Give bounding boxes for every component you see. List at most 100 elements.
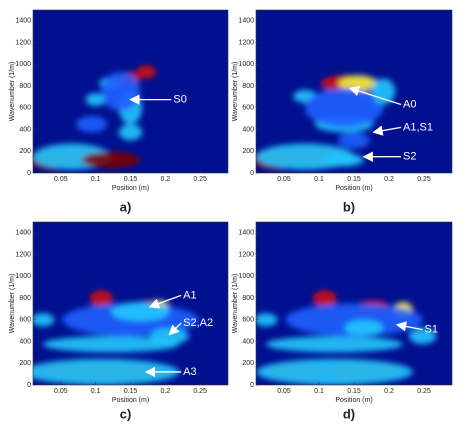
y-tick-label: 400	[19, 338, 31, 345]
x-tick-label: 0.2	[384, 388, 394, 395]
annotation: A1,S1	[403, 121, 433, 133]
annotation: A1	[183, 289, 196, 301]
heat-blob	[150, 327, 189, 345]
heat-blob	[285, 303, 423, 337]
heat-blob	[305, 88, 384, 128]
heatmap	[33, 290, 199, 385]
y-tick-label: 1400	[238, 18, 254, 25]
annotation-arrow	[395, 321, 423, 332]
y-tick-label: 200	[19, 148, 31, 155]
y-tick-label: 1400	[238, 230, 254, 237]
y-tick-label: 1000	[15, 61, 31, 68]
y-tick-label: 400	[242, 126, 254, 133]
y-tick-label: 1400	[15, 230, 31, 237]
y-tick-label: 0	[250, 170, 254, 177]
panel-label: b)	[343, 199, 355, 214]
x-tick-label: 0.15	[347, 176, 361, 183]
y-tick-label: 1200	[15, 251, 31, 258]
y-tick-label: 0	[27, 382, 31, 389]
annotation: A3	[183, 366, 196, 378]
annotation: S0	[173, 94, 186, 106]
heat-blob	[371, 78, 396, 105]
y-tick-label: 600	[19, 317, 31, 324]
annotation-arrow	[348, 86, 402, 106]
y-tick-label: 200	[19, 360, 31, 367]
y-axis-label: Wavenumber (1/m)	[9, 62, 16, 122]
heat-blob	[81, 151, 141, 169]
heat-blob	[256, 313, 278, 327]
x-tick-label: 0.25	[417, 388, 431, 395]
heatmap	[33, 65, 156, 170]
panel-label: a)	[120, 199, 132, 214]
y-tick-label: 0	[250, 382, 254, 389]
y-tick-label: 400	[242, 338, 254, 345]
y-axis-label: Wavenumber (1/m)	[232, 274, 239, 334]
heatmap	[256, 75, 396, 170]
x-axis-label: Position (m)	[112, 185, 149, 192]
x-tick-label: 0.05	[277, 388, 291, 395]
y-tick-label: 800	[242, 83, 254, 90]
x-tick-label: 0.1	[91, 176, 101, 183]
heat-blob	[118, 124, 143, 141]
y-axis-label: Wavenumber (1/m)	[9, 274, 16, 334]
heat-blob	[33, 313, 55, 327]
y-tick-label: 800	[19, 83, 31, 90]
heat-blob	[101, 71, 141, 112]
y-tick-label: 200	[242, 360, 254, 367]
x-axis-label: Position (m)	[335, 397, 372, 404]
x-tick-label: 0.2	[160, 176, 170, 183]
y-tick-label: 200	[242, 148, 254, 155]
heat-blob	[344, 319, 384, 337]
y-tick-label: 0	[27, 170, 31, 177]
x-tick-label: 0.2	[384, 176, 394, 183]
y-tick-label: 600	[19, 105, 31, 112]
heat-blob	[338, 75, 378, 92]
x-tick-label: 0.1	[314, 388, 324, 395]
heat-blob	[338, 132, 370, 149]
heat-blob	[111, 301, 170, 322]
x-tick-label: 0.05	[277, 176, 291, 183]
heat-blob	[256, 358, 413, 385]
y-tick-label: 800	[242, 295, 254, 302]
annotation: S2,A2	[183, 317, 213, 329]
y-tick-label: 1000	[15, 273, 31, 280]
x-tick-label: 0.05	[54, 176, 68, 183]
y-tick-label: 1000	[238, 273, 254, 280]
x-tick-label: 0.1	[314, 176, 324, 183]
y-tick-label: 600	[242, 317, 254, 324]
annotation-arrow	[168, 322, 182, 336]
x-tick-label: 0.15	[347, 388, 361, 395]
annotation-arrow	[148, 294, 182, 309]
heat-blob	[324, 153, 364, 167]
x-axis-label: Position (m)	[335, 185, 372, 192]
heat-blob	[312, 290, 337, 307]
heat-blob	[89, 290, 113, 307]
y-tick-label: 1200	[238, 251, 254, 258]
y-axis-label: Wavenumber (1/m)	[232, 62, 239, 122]
panel-label: d)	[343, 406, 355, 421]
y-tick-label: 1200	[15, 39, 31, 46]
heat-blob	[136, 65, 156, 79]
y-tick-label: 1400	[15, 18, 31, 25]
heat-blob	[33, 358, 180, 385]
x-tick-label: 0.15	[124, 176, 138, 183]
y-tick-label: 800	[19, 295, 31, 302]
annotation: S1	[425, 323, 438, 335]
y-tick-label: 1000	[238, 61, 254, 68]
heat-blob	[42, 336, 180, 353]
annotation: A0	[403, 98, 416, 110]
x-tick-label: 0.25	[417, 176, 431, 183]
x-tick-label: 0.25	[193, 176, 207, 183]
heat-blob	[85, 93, 106, 107]
x-tick-label: 0.25	[193, 388, 207, 395]
x-tick-label: 0.1	[91, 388, 101, 395]
x-tick-label: 0.05	[54, 388, 68, 395]
heatmap	[256, 290, 437, 385]
x-tick-label: 0.15	[124, 388, 138, 395]
panel-label: c)	[120, 406, 132, 421]
x-tick-label: 0.2	[160, 388, 170, 395]
heat-blob	[75, 115, 108, 133]
y-tick-label: 400	[19, 126, 31, 133]
heat-blob	[408, 327, 437, 345]
